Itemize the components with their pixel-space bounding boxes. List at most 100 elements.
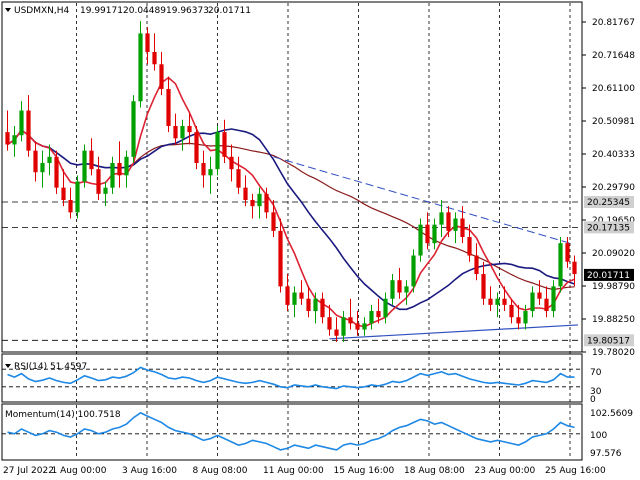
candle-body <box>250 199 255 207</box>
candle-body <box>187 125 192 133</box>
candle-body <box>194 132 199 163</box>
ma-mid-line <box>7 128 575 311</box>
y-tick-label: 19.98790 <box>592 282 635 292</box>
rsi-line <box>7 366 575 390</box>
candle-body <box>278 230 283 287</box>
y-tick-label: 20.50981 <box>592 117 635 127</box>
candle-body <box>285 286 290 305</box>
price-tag-box <box>584 221 634 234</box>
x-tick-label: 8 Aug 08:00 <box>193 466 248 476</box>
rsi-level-0: 0 <box>590 395 596 405</box>
candle-body <box>383 298 388 318</box>
y-tick-label: 20.29790 <box>592 183 635 193</box>
candle-body <box>96 169 101 194</box>
price-tag-box <box>584 196 634 209</box>
candle-body <box>299 292 304 299</box>
rsi-level-70: 70 <box>590 368 602 378</box>
rsi-pane-border <box>1 353 583 403</box>
candle-body <box>19 110 24 136</box>
momentum-level-high: 102.5609 <box>590 409 633 419</box>
candle-body <box>544 298 549 312</box>
candle-body <box>397 280 402 293</box>
y-tick-label: 20.19650 <box>592 216 635 226</box>
rsi-indicator <box>2 366 582 390</box>
candle-body <box>68 199 73 213</box>
candle-body <box>180 125 185 139</box>
candle-body <box>33 150 38 173</box>
momentum-label: Momentum(14) 100.7518 <box>5 410 121 420</box>
candle-body <box>40 162 45 173</box>
candle-body <box>502 298 507 305</box>
candle-body <box>117 162 122 176</box>
candle-body <box>131 101 136 157</box>
candle-body <box>208 169 213 176</box>
x-tick-label: 27 Jul 2022 <box>3 466 54 476</box>
price-tag-box <box>584 334 634 347</box>
open-value: 19.99171 <box>80 6 123 16</box>
moving-averages <box>7 76 575 328</box>
candle-body <box>537 292 542 299</box>
candle-body <box>47 156 52 163</box>
price-pane-border <box>1 1 583 353</box>
candle-body <box>201 162 206 176</box>
x-tick-label: 15 Aug 16:00 <box>334 466 395 476</box>
candle-body <box>215 132 220 170</box>
candle-body <box>159 64 164 89</box>
candle-body <box>334 329 339 336</box>
candle-body <box>565 243 570 262</box>
candle-body <box>54 156 59 188</box>
candle-body <box>551 286 556 312</box>
x-tick-label: 25 Aug 16:00 <box>545 466 606 476</box>
candle-body <box>222 132 227 157</box>
price-tag-label: 20.01711 <box>587 271 630 281</box>
y-tick-label: 20.81767 <box>592 18 635 28</box>
x-tick-label: 3 Aug 16:00 <box>122 466 177 476</box>
trend-lines <box>273 156 579 340</box>
price-tag-label: 20.17135 <box>587 223 630 233</box>
momentum-level-low: 97.576 <box>590 449 622 459</box>
x-tick-label: 23 Aug 00:00 <box>475 466 536 476</box>
low-value: 19.96373 <box>166 6 209 16</box>
candle-body <box>432 224 437 244</box>
close-value: 20.01711 <box>208 6 251 16</box>
momentum-line <box>7 411 575 451</box>
ma-fast-line <box>7 76 575 328</box>
candle-body <box>516 317 521 324</box>
candle-body <box>376 311 381 318</box>
rsi-dropdown-icon[interactable] <box>5 364 11 368</box>
y-tick-label: 20.61100 <box>592 84 635 94</box>
price-tags: 20.25345 20.17135 20.01711 19.80517 <box>584 196 634 347</box>
candle-body <box>509 304 514 318</box>
dropdown-triangle-icon[interactable] <box>5 8 11 12</box>
candle-body <box>124 156 129 176</box>
candle-body <box>488 298 493 305</box>
momentum-indicator <box>2 411 582 451</box>
candle-body <box>138 33 143 102</box>
candle-body <box>264 193 269 213</box>
candle-body <box>320 298 325 318</box>
candle-body <box>82 150 87 182</box>
candle-body <box>110 162 115 188</box>
momentum-level-mid: 100 <box>590 431 607 441</box>
symbol-label: USDMXN,H4 <box>14 6 70 16</box>
candle-body <box>474 255 479 275</box>
candle-body <box>418 224 423 256</box>
candle-body <box>369 311 374 324</box>
candle-body <box>26 110 31 151</box>
candle-body <box>257 193 262 207</box>
rsi-label: RSI(14) 51.4597 <box>14 362 87 372</box>
candle-body <box>355 323 360 330</box>
candle-body <box>404 286 409 293</box>
rsi-level-30: 30 <box>590 387 602 397</box>
candle-body <box>390 280 395 299</box>
y-tick-label: 20.40333 <box>592 150 635 160</box>
high-value: 20.04489 <box>123 6 166 16</box>
candle-body <box>243 187 248 200</box>
candle-body <box>572 261 577 275</box>
candle-body <box>523 311 528 324</box>
descending-trendline <box>273 156 571 244</box>
candle-body <box>530 292 535 312</box>
